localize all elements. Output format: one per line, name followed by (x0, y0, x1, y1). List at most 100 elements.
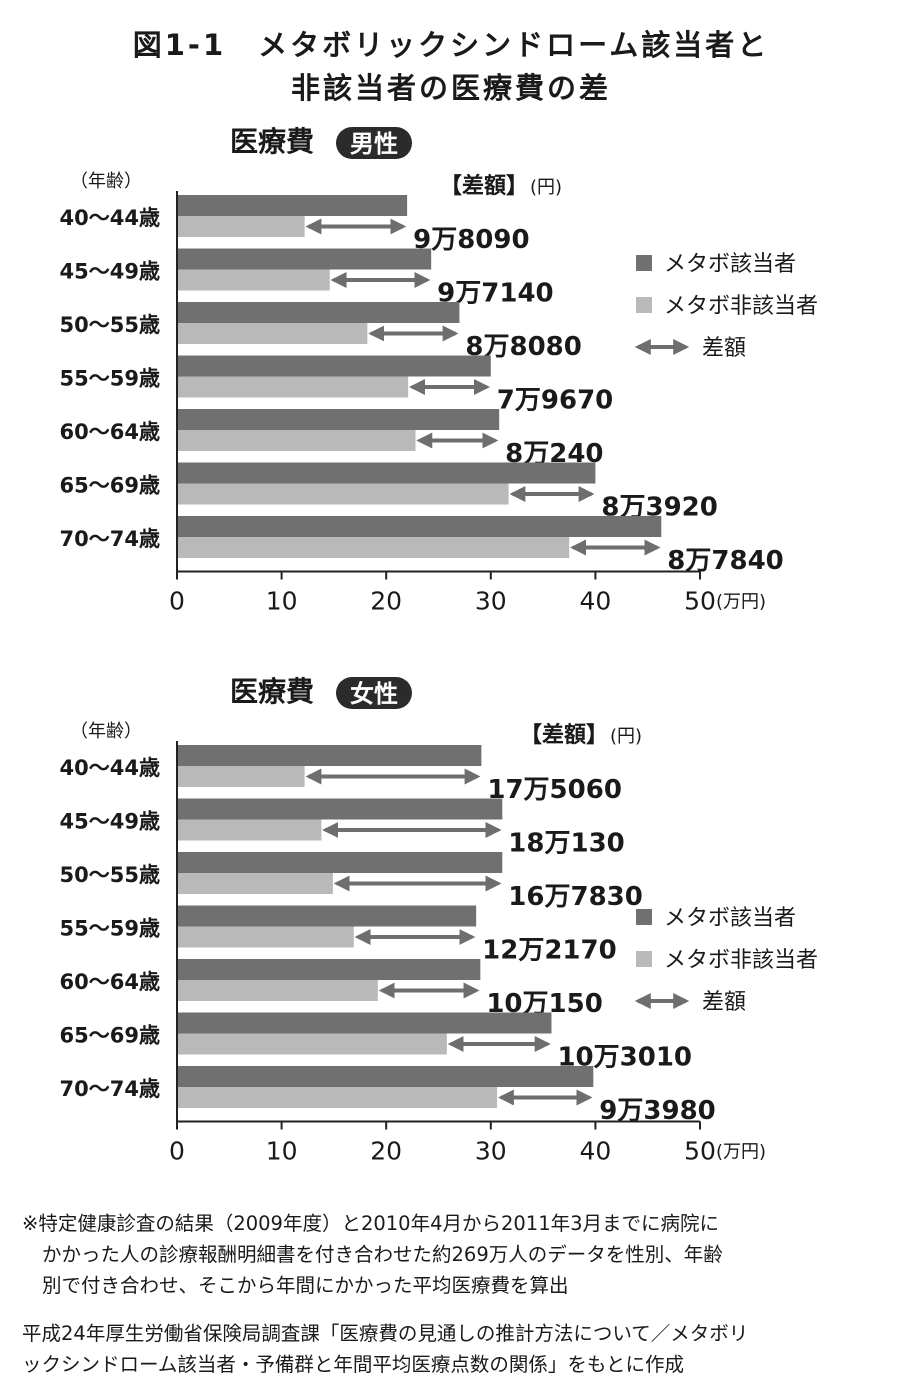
bar-metabo (177, 1012, 552, 1034)
category-label: 65〜69歳 (60, 1024, 160, 1048)
x-tick-label: 30 (475, 587, 507, 616)
bar-metabo (177, 516, 662, 537)
figure-title-line1: 図1-1 メタボリックシンドローム該当者と (132, 28, 770, 62)
chart-title: 医療費 (230, 675, 314, 708)
legend-swatch-non-metabo (636, 297, 652, 313)
bar-metabo (177, 959, 481, 980)
x-tick-label: 0 (169, 1137, 185, 1166)
x-tick-label: 40 (579, 1137, 611, 1166)
diff-label: 17万5060 (487, 775, 622, 805)
category-label: 50〜55歳 (60, 863, 160, 887)
category-label: 45〜49歳 (60, 810, 160, 834)
bar-group: 50〜55歳 16万7830 (60, 852, 643, 912)
footnote-line2: かかった人の診療報酬明細書を付き合わせた約269万人のデータを性別、年齢 (42, 1243, 723, 1266)
bar-metabo (177, 355, 491, 377)
bar-group: 40〜44歳 17万5060 (60, 745, 622, 805)
x-tick-label: 20 (370, 587, 402, 616)
x-tick-label: 0 (169, 587, 185, 616)
x-tick-label: 50 (684, 587, 716, 616)
x-unit: (万円) (716, 592, 766, 613)
category-label: 70〜74歳 (60, 527, 160, 551)
category-label: 45〜49歳 (60, 260, 160, 284)
bar-non-metabo (177, 269, 330, 291)
bar-metabo (177, 195, 408, 216)
bar-metabo (177, 1066, 594, 1087)
x-tick-label: 50 (684, 1137, 716, 1166)
x-tick-label: 10 (266, 587, 298, 616)
x-tick-label: 20 (370, 1137, 402, 1166)
legend-swatch-metabo (636, 909, 652, 925)
y-axis-label: （年齢） (70, 171, 142, 192)
x-tick-label: 40 (579, 587, 611, 616)
category-label: 60〜64歳 (60, 420, 160, 444)
title-badge-label: 男性 (350, 130, 398, 158)
bar-non-metabo (177, 1033, 447, 1055)
diff-unit: (円) (610, 726, 642, 747)
bar-group: 55〜59歳 7万9670 (60, 355, 613, 416)
legend-label-metabo: メタボ該当者 (664, 906, 796, 931)
chart-title: 医療費 (230, 125, 314, 158)
diff-label: 12万2170 (482, 936, 617, 966)
bar-non-metabo (177, 873, 333, 894)
bar-non-metabo (177, 537, 570, 558)
x-unit: (万円) (716, 1142, 766, 1163)
diff-unit: (円) (530, 177, 562, 198)
bar-metabo (177, 852, 503, 873)
diff-header: 【差額】 (440, 173, 528, 199)
source-line2: ックシンドローム該当者・予備群と年間平均医療点数の関係」をもとに作成 (22, 1353, 685, 1376)
footnote-line3: 別で付き合わせ、そこから年間にかかった平均医療費を算出 (42, 1274, 569, 1297)
bar-metabo (177, 798, 503, 820)
category-label: 70〜74歳 (60, 1077, 160, 1101)
chart-male: 医療費 男性 （年齢） 【差額】 (円) 40〜44歳 9万809045〜49歳9万7140… (60, 125, 818, 616)
title-badge-label: 女性 (350, 680, 398, 708)
category-label: 55〜59歳 (60, 917, 160, 941)
diff-label: 16万7830 (508, 882, 643, 912)
legend-label-diff: 差額 (702, 990, 746, 1015)
bar-group: 55〜59歳 12万2170 (60, 905, 617, 966)
category-label: 60〜64歳 (60, 970, 160, 994)
category-label: 65〜69歳 (60, 474, 160, 498)
title-badge (336, 127, 412, 159)
bar-non-metabo (177, 926, 354, 948)
category-label: 40〜44歳 (60, 206, 160, 230)
title-badge (336, 677, 412, 709)
figure-title-line2: 非該当者の医療費の差 (290, 71, 611, 105)
bar-metabo (177, 745, 482, 766)
diff-header: 【差額】 (520, 722, 608, 748)
bar-metabo (177, 409, 500, 430)
chart-female: 医療費 女性 （年齢） 【差額】 (円) 40〜44歳 17万5060 45〜49歳 18万13… (60, 675, 818, 1166)
bar-non-metabo (177, 376, 409, 398)
legend-label-non-metabo: メタボ非該当者 (664, 294, 818, 319)
diff-label: 7万9670 (497, 386, 613, 416)
bar-metabo (177, 248, 432, 270)
diff-label: 9万8090 (413, 225, 529, 255)
legend-swatch-metabo (636, 255, 652, 271)
bar-metabo (177, 462, 596, 484)
x-tick-label: 30 (475, 1137, 507, 1166)
y-axis-label: （年齢） (70, 721, 142, 742)
bar-non-metabo (177, 216, 305, 237)
source-citation: 平成24年厚生労働省保険局調査課「医療費の見通しの推計方法について／メタボリ ッ… (22, 1318, 882, 1380)
legend-label-metabo: メタボ該当者 (664, 252, 796, 277)
bar-non-metabo (177, 766, 305, 787)
diff-label: 18万130 (508, 829, 624, 859)
footnote: ※特定健康診査の結果（2009年度）と2010年4月から2011年3月までに病院… (22, 1208, 882, 1301)
footnote-line1: ※特定健康診査の結果（2009年度）と2010年4月から2011年3月までに病院… (22, 1212, 720, 1235)
legend-label-diff: 差額 (702, 336, 746, 361)
bar-group: 40〜44歳 9万8090 (60, 195, 530, 255)
legend-swatch-non-metabo (636, 951, 652, 967)
category-label: 40〜44歳 (60, 756, 160, 780)
category-label: 50〜55歳 (60, 313, 160, 337)
bar-non-metabo (177, 1087, 498, 1108)
bar-group: 45〜49歳 18万130 (60, 798, 625, 859)
bar-non-metabo (177, 430, 416, 451)
